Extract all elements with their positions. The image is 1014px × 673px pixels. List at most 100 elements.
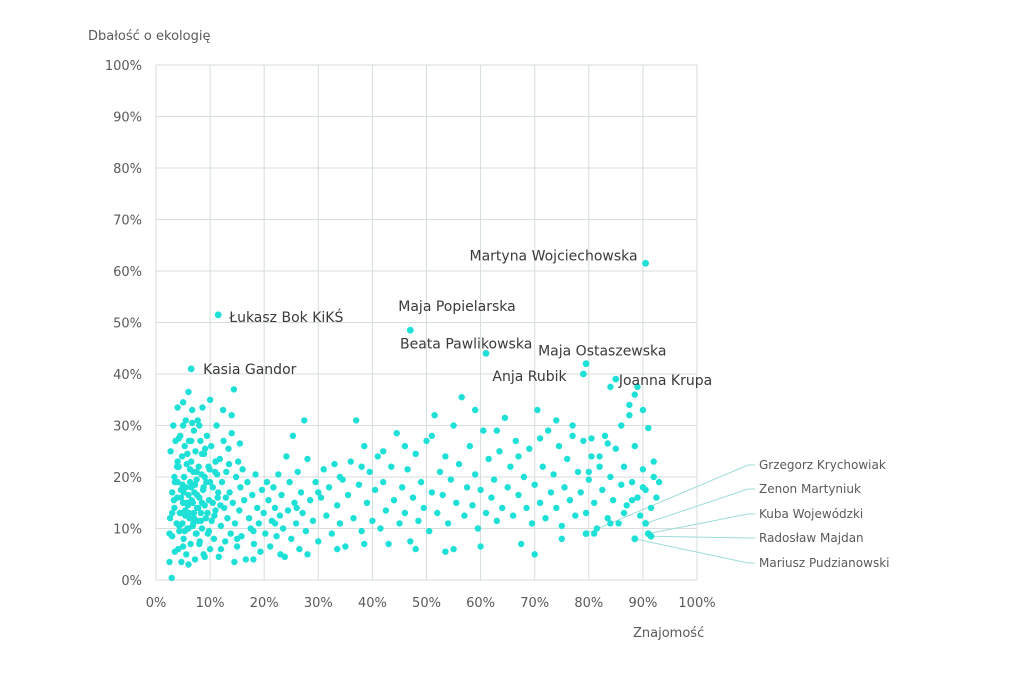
- data-point: [275, 471, 282, 478]
- data-point: [208, 442, 215, 450]
- leader-line: [650, 535, 755, 539]
- data-point: [193, 468, 200, 476]
- data-point: [309, 517, 317, 524]
- data-point: [531, 551, 538, 558]
- data-point: [347, 458, 354, 465]
- data-point: [493, 427, 500, 434]
- data-point: [417, 478, 425, 486]
- data-point: [193, 476, 200, 483]
- point-label: Mariusz Pudzianowski: [759, 556, 889, 570]
- data-point: [218, 478, 226, 486]
- data-point: [585, 476, 592, 483]
- data-point: [650, 473, 657, 481]
- x-tick-label: 10%: [196, 596, 225, 611]
- data-point: [355, 481, 363, 488]
- data-point: [515, 491, 522, 499]
- data-point: [628, 497, 636, 504]
- data-point: [301, 417, 308, 424]
- data-point: [363, 499, 371, 506]
- data-point: [168, 574, 175, 582]
- data-point: [469, 502, 476, 509]
- data-point: [184, 450, 191, 457]
- data-point: [227, 530, 234, 537]
- data-point: [188, 458, 195, 465]
- data-point: [170, 422, 177, 429]
- data-point: [358, 527, 365, 535]
- data-point: [284, 507, 292, 514]
- gridlines: [155, 64, 698, 581]
- data-point: [169, 509, 176, 517]
- point-label: Zenon Martyniuk: [759, 482, 861, 496]
- data-point: [607, 383, 614, 391]
- data-point: [607, 473, 614, 481]
- x-tick-label: 80%: [574, 596, 603, 611]
- data-point: [196, 422, 203, 429]
- data-point: [518, 540, 525, 548]
- data-point: [294, 468, 301, 476]
- data-point: [477, 486, 484, 494]
- data-point: [591, 530, 598, 537]
- data-point: [222, 494, 229, 501]
- data-point: [328, 530, 335, 537]
- data-point: [192, 448, 199, 455]
- data-point: [547, 489, 555, 496]
- data-point: [569, 432, 576, 439]
- data-point: [198, 525, 206, 532]
- data-point: [358, 463, 365, 470]
- data-point: [239, 466, 246, 473]
- data-point: [350, 515, 357, 522]
- y-tick-label: 0%: [121, 574, 142, 589]
- x-axis-title: Znajomość: [633, 626, 704, 641]
- data-point: [504, 484, 511, 491]
- labeled-data-point: [582, 530, 590, 537]
- data-point: [182, 417, 189, 424]
- point-label: Joanna Krupa: [618, 373, 712, 389]
- labeled-data-point: [582, 360, 590, 368]
- data-point: [526, 445, 533, 452]
- data-point: [601, 432, 609, 439]
- data-point: [293, 504, 300, 512]
- data-point: [201, 473, 208, 481]
- data-point: [631, 442, 638, 450]
- data-point: [185, 388, 192, 396]
- data-point: [380, 448, 387, 455]
- point-label: Martyna Wojciechowska: [470, 248, 638, 264]
- labeled-data-point: [214, 311, 222, 319]
- x-tick-label: 30%: [304, 596, 333, 611]
- point-label: Kasia Gandor: [203, 362, 296, 378]
- data-point: [217, 502, 224, 509]
- data-point: [634, 494, 641, 501]
- data-point: [555, 442, 563, 450]
- data-point: [558, 535, 565, 542]
- data-point: [628, 478, 636, 486]
- x-tick-label: 20%: [250, 596, 279, 611]
- data-point: [204, 509, 211, 517]
- data-point: [190, 520, 197, 527]
- data-point: [233, 535, 241, 542]
- labeled-data-point: [612, 375, 620, 383]
- x-tick-label: 70%: [520, 596, 549, 611]
- data-point: [577, 489, 584, 496]
- data-point: [195, 504, 202, 512]
- data-point: [200, 484, 207, 491]
- data-point: [415, 517, 422, 524]
- data-point: [185, 491, 192, 499]
- leader-line: [648, 513, 755, 535]
- data-point: [447, 476, 454, 483]
- data-point: [401, 442, 409, 450]
- data-point: [482, 509, 490, 517]
- data-point: [536, 435, 544, 442]
- leader-line: [634, 538, 755, 564]
- data-point: [488, 494, 495, 501]
- data-point: [436, 468, 444, 476]
- data-point: [472, 406, 479, 414]
- data-point: [599, 486, 606, 494]
- data-point: [550, 471, 557, 478]
- data-point: [209, 499, 216, 506]
- y-tick-label: 100%: [105, 59, 142, 74]
- data-point: [271, 504, 279, 512]
- labeled-data-point: [631, 535, 639, 543]
- y-axis-title: Dbałość o ekologię: [88, 29, 210, 44]
- data-point: [528, 520, 536, 527]
